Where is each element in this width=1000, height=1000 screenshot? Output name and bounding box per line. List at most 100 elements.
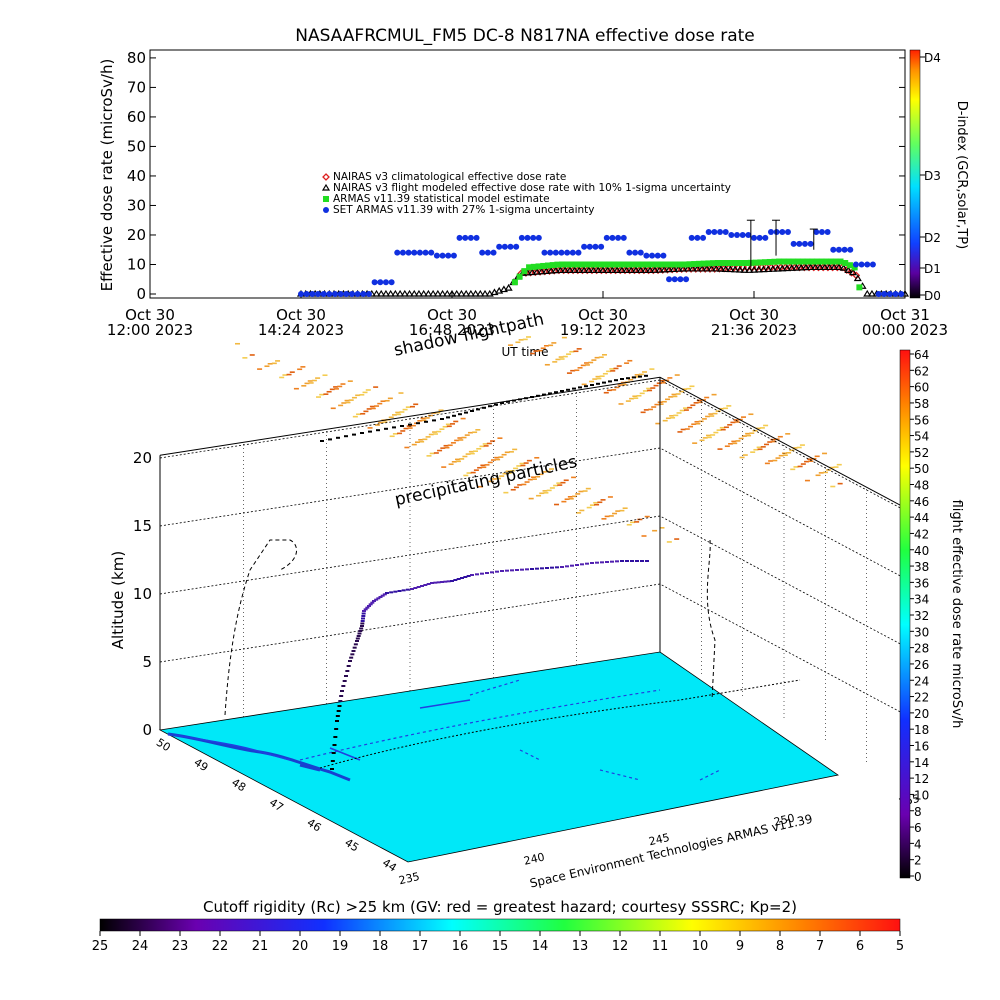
data-point-asterisk — [526, 264, 533, 271]
data-point-triangle — [410, 289, 419, 297]
data-point-dot — [581, 243, 588, 250]
dose-dash — [686, 387, 692, 390]
shadow-path-marker — [432, 419, 436, 422]
dose-dash — [668, 396, 674, 398]
dose-dash — [235, 342, 240, 345]
data-point-triangle — [754, 265, 763, 273]
flight-path-marker — [361, 615, 366, 617]
dose-dash — [837, 482, 843, 485]
dose-dash — [541, 471, 547, 473]
dose-dash — [833, 466, 839, 468]
dose-dash — [629, 397, 635, 400]
dose-dash — [665, 398, 671, 401]
cutoff-tick-label: 19 — [332, 939, 349, 954]
dose-dash — [528, 497, 534, 500]
dose-dash — [451, 461, 457, 463]
dose-dash — [503, 491, 509, 494]
dose-dash — [293, 387, 299, 390]
dose-dash — [551, 342, 557, 344]
dose-dash — [651, 406, 657, 408]
flight-path-marker — [460, 577, 464, 579]
dose-dash — [395, 411, 401, 414]
dose-dash — [763, 424, 769, 427]
dose-dash — [601, 518, 607, 520]
flight-path-marker — [416, 586, 421, 588]
flight-path-marker — [545, 567, 549, 569]
dose-dash — [455, 460, 461, 463]
shadow-path-marker — [542, 393, 546, 396]
dose-dash — [625, 400, 631, 402]
flight-3d-plot: shadow flightpath precipitating particle… — [109, 309, 921, 890]
dose-dash — [680, 428, 686, 431]
data-point-triangle — [372, 289, 381, 297]
dose-tick-label: 58 — [914, 397, 929, 411]
dose-dash — [672, 395, 678, 398]
shadow-path-marker — [458, 413, 462, 416]
data-point-dot — [615, 234, 622, 241]
data-point-asterisk — [818, 258, 825, 265]
data-point-dot — [467, 234, 474, 241]
flight-path-marker — [358, 630, 363, 632]
dose-dash — [410, 424, 416, 427]
dose-tick-label: 62 — [914, 364, 929, 378]
data-point-asterisk — [724, 260, 731, 267]
flight-path-marker — [367, 605, 371, 607]
data-point-asterisk — [776, 258, 783, 265]
dose-dash — [626, 523, 632, 526]
data-point-asterisk — [823, 258, 830, 265]
data-point-dot — [598, 243, 605, 250]
data-point-triangle — [735, 265, 744, 273]
dose-dash — [286, 373, 292, 376]
dose-tick-label: 14 — [914, 756, 929, 770]
dose-dash — [573, 350, 579, 353]
dose-dash — [560, 481, 566, 484]
shadow-path-marker — [352, 433, 356, 436]
dose-dash — [461, 436, 467, 439]
dose-tick-label: 46 — [914, 495, 929, 509]
dose-dash — [732, 442, 738, 445]
flight-path-marker — [485, 572, 489, 574]
dose-dash — [326, 390, 332, 393]
dose-dash — [348, 399, 354, 401]
dose-dash — [676, 412, 682, 414]
data-point-dot — [683, 276, 690, 283]
data-point-asterisk — [738, 260, 745, 267]
dose-dash — [399, 411, 405, 413]
dose-tick-label: 8 — [914, 805, 922, 819]
y-tick-label: 0 — [136, 285, 146, 303]
lat-tick-label: 46 — [305, 816, 324, 834]
dose-dash — [799, 444, 805, 446]
z-axis-label: Altitude (km) — [109, 551, 127, 649]
dose-dash — [450, 442, 456, 444]
flight-path-marker — [401, 589, 406, 592]
dose-dash — [691, 423, 697, 425]
dose-dash — [545, 470, 551, 473]
data-point-asterisk — [752, 259, 759, 266]
data-point-triangle — [801, 263, 810, 271]
flight-path-marker — [376, 597, 381, 600]
data-point-dot — [547, 249, 554, 256]
lat-tick-label: 44 — [380, 856, 399, 874]
data-point-asterisk — [846, 262, 853, 269]
data-point-asterisk — [644, 261, 651, 268]
dose-tick-label: 44 — [914, 511, 929, 525]
dose-dash — [642, 390, 648, 392]
dose-dash — [481, 466, 487, 469]
dose-dash — [374, 424, 380, 426]
dose-dash — [398, 392, 404, 394]
data-point-dot — [314, 291, 321, 297]
flight-path-marker — [555, 566, 559, 569]
data-point-dot — [422, 249, 429, 256]
dose-dash — [470, 471, 476, 474]
dose-dash — [616, 365, 622, 367]
dose-dash — [624, 362, 630, 364]
dose-dash — [660, 380, 665, 382]
dose-dash — [649, 368, 655, 370]
dose-tick-label: 2 — [914, 854, 922, 868]
dose-tick-label: 10 — [914, 788, 929, 802]
data-point-dot — [569, 249, 576, 256]
data-point-triangle — [443, 289, 452, 297]
dose-dash — [543, 345, 549, 347]
dose-dash — [440, 447, 446, 449]
dose-dash — [690, 404, 696, 407]
